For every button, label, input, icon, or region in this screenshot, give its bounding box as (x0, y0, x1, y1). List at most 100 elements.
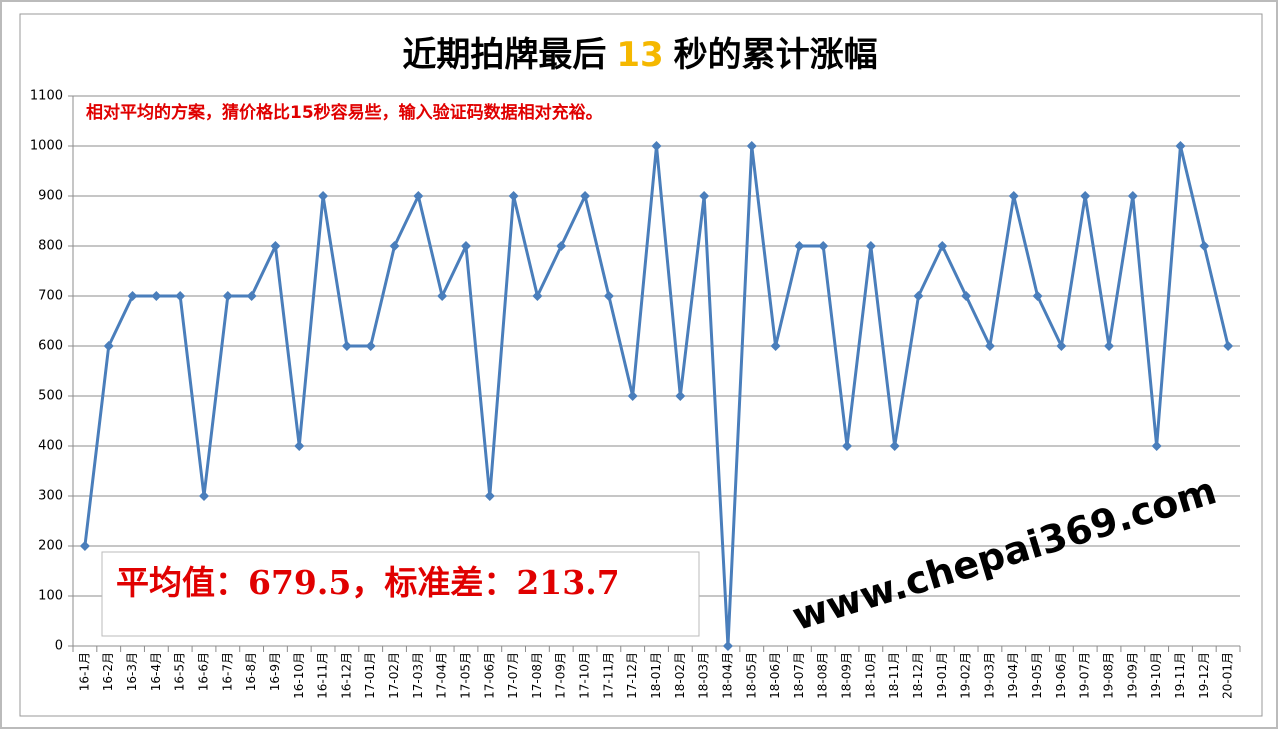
marker (603, 291, 614, 301)
marker (556, 241, 567, 251)
marker (1175, 141, 1186, 151)
x-tick-label: 18-09月 (840, 652, 854, 699)
marker (889, 441, 900, 451)
x-tick-label: 18-08月 (816, 652, 830, 699)
marker (151, 291, 162, 301)
y-tick-label: 800 (38, 239, 63, 254)
x-tick-label: 16-2月 (101, 652, 115, 691)
x-tick-label: 17-10月 (578, 652, 592, 699)
x-tick-label: 19-10月 (1149, 652, 1163, 699)
x-tick-label: 16-9月 (268, 652, 282, 691)
x-tick-label: 17-03月 (411, 652, 425, 699)
marker (222, 291, 233, 301)
marker (627, 391, 638, 401)
x-tick-label: 17-07月 (506, 652, 520, 699)
x-tick-label: 16-4月 (149, 652, 163, 691)
marker (746, 141, 757, 151)
y-tick-label: 200 (38, 539, 63, 554)
x-tick-label: 17-01月 (363, 652, 377, 699)
x-tick-label: 16-10月 (292, 652, 306, 699)
title-part: 近期拍牌最后 (402, 35, 606, 75)
x-tick-label: 19-08月 (1102, 652, 1116, 699)
x-tick-label: 18-10月 (863, 652, 877, 699)
marker (198, 491, 209, 501)
x-tick-label: 19-04月 (1006, 652, 1020, 699)
marker (175, 291, 186, 301)
x-tick-label: 18-06月 (768, 652, 782, 699)
stats-box (101, 551, 700, 637)
marker (103, 341, 114, 351)
marker (460, 241, 471, 251)
marker (722, 641, 733, 651)
marker (1151, 441, 1162, 451)
marker (842, 441, 853, 451)
y-tick-label: 500 (38, 389, 63, 404)
title-highlight: 13 (616, 35, 663, 75)
x-tick-label: 19-03月 (982, 652, 996, 699)
marker (1104, 341, 1115, 351)
x-tick-label: 17-12月 (625, 652, 639, 699)
marker (318, 191, 329, 201)
x-tick-label: 17-06月 (482, 652, 496, 699)
x-tick-label: 18-07月 (792, 652, 806, 699)
marker (365, 341, 376, 351)
y-tick-label: 700 (38, 289, 63, 304)
marker (1032, 291, 1043, 301)
marker (127, 291, 138, 301)
marker (580, 191, 591, 201)
x-tick-label: 16-6月 (196, 652, 210, 691)
x-tick-label: 19-11月 (1173, 652, 1187, 699)
annotation: 相对平均的方案，猜价格比15秒容易些，输入验证码数据相对充裕。 (86, 102, 603, 123)
x-tick-label: 18-12月 (911, 652, 925, 699)
y-tick-label: 400 (38, 439, 63, 454)
x-tick-label: 18-01月 (649, 652, 663, 699)
x-tick-label: 19-06月 (1054, 652, 1068, 699)
x-tick-label: 19-12月 (1197, 652, 1211, 699)
marker (961, 291, 972, 301)
marker (699, 191, 710, 201)
marker (532, 291, 543, 301)
x-tick-label: 17-02月 (387, 652, 401, 699)
x-tick-label: 16-12月 (339, 652, 353, 699)
marker (794, 241, 805, 251)
x-tick-label: 18-02月 (673, 652, 687, 699)
x-tick-label: 16-7月 (220, 652, 234, 691)
marker (246, 291, 257, 301)
x-tick-label: 17-04月 (435, 652, 449, 699)
marker (1199, 241, 1210, 251)
marker (1223, 341, 1234, 351)
y-tick-label: 1000 (30, 139, 63, 154)
x-tick-label: 20-01月 (1221, 652, 1235, 699)
x-tick-label: 19-02月 (959, 652, 973, 699)
marker (437, 291, 448, 301)
marker (675, 391, 686, 401)
marker (294, 441, 305, 451)
chart-title: 近期拍牌最后 13 秒的累计涨幅 (402, 35, 877, 75)
plot: 0 100 200 300 400 500 600 700 800 900 1000 1100 16-1… (30, 89, 1241, 699)
x-tick-label: 16-5月 (173, 652, 187, 691)
x-tick-label: 19-09月 (1125, 652, 1139, 699)
x-tick-label: 17-11月 (601, 652, 615, 699)
x-tick-label: 18-05月 (744, 652, 758, 699)
x-tick-label: 17-08月 (530, 652, 544, 699)
marker (270, 241, 281, 251)
marker (1080, 191, 1091, 201)
y-tick-label: 900 (38, 189, 63, 204)
marker (1056, 341, 1067, 351)
marker (508, 191, 519, 201)
marker (413, 191, 424, 201)
marker (865, 241, 876, 251)
x-tick-label: 16-8月 (244, 652, 258, 691)
marker (937, 241, 948, 251)
title-part: 秒的累计涨幅 (674, 35, 878, 75)
marker (818, 241, 829, 251)
y-tick-label: 600 (38, 339, 63, 354)
x-tick-label: 18-03月 (697, 652, 711, 699)
y-tick-label: 100 (38, 589, 63, 604)
x-tick-label: 16-11月 (316, 652, 330, 699)
marker (1127, 191, 1138, 201)
marker (484, 491, 495, 501)
marker (913, 291, 924, 301)
